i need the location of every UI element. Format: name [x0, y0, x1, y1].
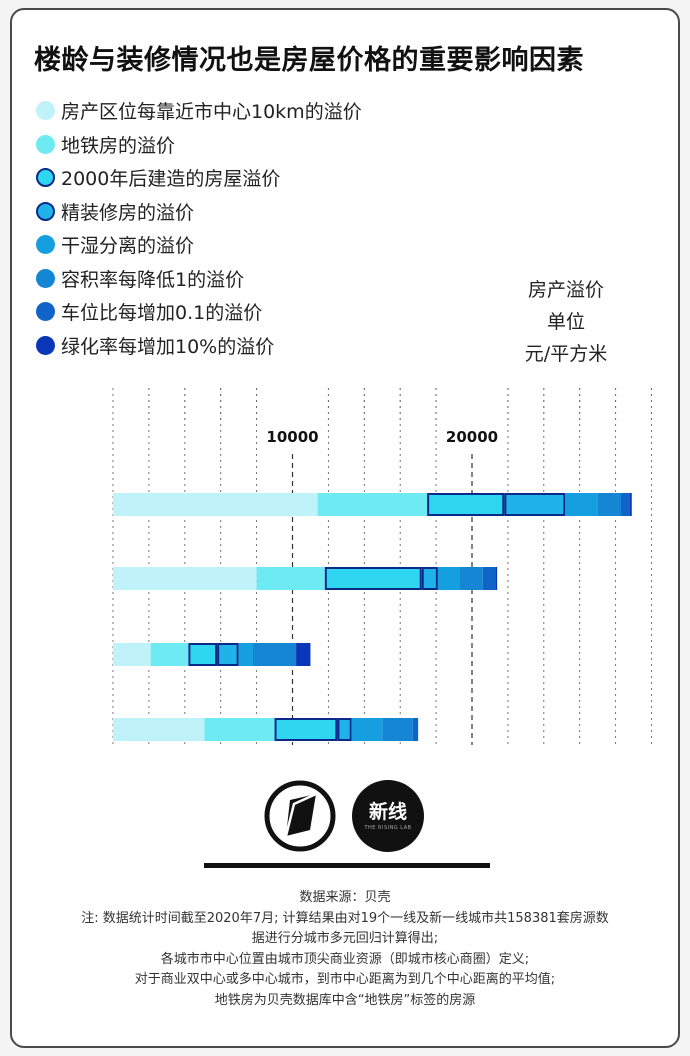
- bar-segment: [296, 643, 311, 666]
- bar-segment: [629, 493, 632, 516]
- bar-segment: [427, 493, 505, 516]
- legend-label: 车位比每增加0.1的溢价: [61, 302, 263, 325]
- rising-lab-logo-sub: THE RISING LAB: [364, 825, 412, 831]
- legend-swatch-icon: [36, 335, 55, 355]
- note-line: 地铁房为贝壳数据库中含“地铁房”标签的房源: [214, 992, 476, 1008]
- bar-segment: [412, 718, 419, 741]
- bar-segment: [324, 567, 422, 590]
- legend-swatch-icon: [36, 201, 55, 221]
- rising-lab-logo: 新线 THE RISING LAB: [352, 780, 424, 852]
- legend-label: 绿化率每增加10%的溢价: [61, 335, 275, 358]
- divider: [204, 863, 490, 868]
- chart-legend: 房产区位每靠近市中心10km的溢价 地铁房的溢价 2000年后建造的房屋溢价 精装修房…: [36, 94, 362, 362]
- bar-segment: [150, 643, 189, 666]
- bar-segment: [437, 567, 460, 590]
- legend-swatch-icon: [36, 268, 55, 288]
- bar-segment: [421, 567, 438, 590]
- legend-label: 精装修房的溢价: [61, 201, 195, 224]
- unit-label: 房产溢价 单位 元/平方米: [506, 274, 626, 370]
- legend-item: 2000年后建造的房屋溢价: [36, 161, 362, 195]
- legend-swatch-icon: [36, 168, 55, 188]
- bar-segment: [113, 643, 151, 666]
- bar-segment: [188, 643, 218, 666]
- bar-chart: 10000 20000: [112, 388, 652, 745]
- legend-label: 干湿分离的溢价: [61, 235, 195, 258]
- legend-item: 容积率每降低1的溢价: [36, 262, 362, 296]
- bar-segment: [565, 493, 598, 516]
- bar-segment: [204, 718, 275, 741]
- bar-segment: [459, 567, 483, 590]
- bar-segment: [504, 493, 566, 516]
- bar-segment: [317, 493, 428, 516]
- legend-swatch-icon: [36, 302, 55, 322]
- page-title: 楼龄与装修情况也是房屋价格的重要影响因素: [34, 45, 584, 76]
- legend-swatch-icon: [36, 235, 55, 255]
- note-line: 各城市市中心位置由城市顶尖商业资源（即城市核心商圈）定义;: [160, 951, 530, 967]
- bar-segment: [217, 643, 239, 666]
- legend-item: 绿化率每增加10%的溢价: [36, 329, 362, 363]
- legend-swatch-icon: [36, 134, 55, 154]
- unit-line-2: 单位: [546, 311, 585, 333]
- legend-label: 2000年后建造的房屋溢价: [61, 168, 281, 191]
- legend-swatch-icon: [36, 101, 55, 121]
- legend-item: 地铁房的溢价: [36, 128, 362, 162]
- bar-segment: [482, 567, 496, 590]
- legend-item: 精装修房的溢价: [36, 195, 362, 229]
- legend-item: 房产区位每靠近市中心10km的溢价: [36, 94, 362, 128]
- legend-label: 容积率每降低1的溢价: [61, 268, 245, 291]
- bar-segment: [382, 718, 413, 741]
- rising-lab-logo-text: 新线: [368, 801, 407, 823]
- bar-segment: [113, 493, 318, 516]
- bar-segment: [113, 718, 205, 741]
- unit-line-1: 房产溢价: [527, 279, 604, 301]
- bar-segment: [351, 718, 383, 741]
- note-line: 据进行分城市多元回归计算得出;: [251, 931, 439, 947]
- legend-item: 干湿分离的溢价: [36, 228, 362, 262]
- bar-segment: [620, 493, 630, 516]
- legend-label: 房产区位每靠近市中心10km的溢价: [61, 101, 362, 124]
- brand-logo-icon: [264, 780, 336, 852]
- bar-segment: [238, 643, 254, 666]
- bar-segment: [274, 718, 338, 741]
- note-line: 数据来源：贝壳: [299, 890, 391, 905]
- bar-segment: [597, 493, 621, 516]
- bar-segment: [495, 567, 498, 590]
- bar-segment: [256, 567, 325, 590]
- x-tick-label: 20000: [446, 428, 498, 446]
- unit-line-3: 元/平方米: [524, 343, 608, 365]
- infographic-card: 楼龄与装修情况也是房屋价格的重要影响因素 房产区位每靠近市中心10km的溢价 地铁…: [10, 8, 680, 1048]
- legend-label: 地铁房的溢价: [61, 134, 176, 157]
- bar-segment: [337, 718, 352, 741]
- bar-segment: [113, 567, 257, 590]
- bar-segment: [253, 643, 297, 666]
- source-notes: 数据来源：贝壳 注: 数据统计时间截至2020年7月; 计算结果由对19个一线及…: [12, 888, 678, 1012]
- note-line: 对于商业双中心或多中心城市，到市中心距离为到几个中心距离的平均值;: [134, 972, 556, 988]
- note-line: 注: 数据统计时间截至2020年7月; 计算结果由对19个一线及新一线城市共15…: [81, 910, 609, 926]
- legend-item: 车位比每增加0.1的溢价: [36, 295, 362, 329]
- x-tick-label: 10000: [266, 428, 318, 446]
- logos: 新线 THE RISING LAB: [12, 780, 678, 860]
